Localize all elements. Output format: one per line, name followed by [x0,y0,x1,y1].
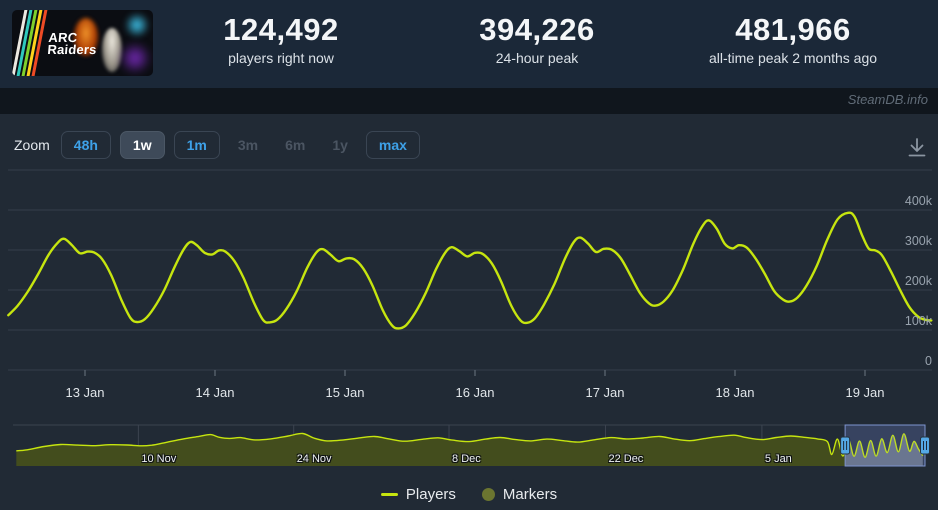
zoom-button-48h[interactable]: 48h [60,131,111,159]
player-count-chart[interactable] [0,114,938,510]
navigator-selection[interactable] [16,425,925,466]
zoom-toolbar: Zoom 48h 1w 1m 3m 6m 1y max [14,131,420,159]
players-now-value: 124,492 [223,12,339,47]
nav-handle-left[interactable] [840,436,851,455]
legend-item-markers[interactable]: Markers [481,486,558,503]
nav-date-label-8 Dec: 8 Dec [452,453,481,465]
x-axis-label-13 Jan: 13 Jan [65,385,105,400]
legend-players-label: Players [405,486,456,503]
stat-players-now: 124,492 players right now [153,0,409,88]
y-axis-label-400k: 400k [904,194,932,208]
steamdb-watermark: SteamDB.info [847,92,928,107]
download-icon [908,138,926,157]
zoom-button-3m: 3m [229,131,267,159]
y-axis-label-100k: 100k [904,314,932,328]
legend-markers-label: Markers [502,486,558,503]
x-axis-label-17 Jan: 17 Jan [585,385,625,400]
nav-date-label-24 Nov: 24 Nov [296,453,332,465]
selection-outline [844,424,926,467]
watermark-band: SteamDB.info [0,88,938,114]
y-axis-label-200k: 200k [904,274,932,288]
players-line-swatch [380,493,398,496]
stat-alltime-peak: 481,966 all-time peak 2 months ago [665,0,921,88]
zoom-label: Zoom [14,137,50,153]
players-now-label: players right now [228,50,334,66]
nav-date-label-10 Nov: 10 Nov [141,453,177,465]
alltime-peak-value: 481,966 [735,12,851,47]
capsule-art-orange-figure [74,18,98,56]
y-axis-label-0: 0 [925,354,932,368]
zoom-button-max[interactable]: max [365,131,420,159]
capsule-art-purple-glow [118,42,152,74]
x-axis-label-16 Jan: 16 Jan [455,385,495,400]
y-axis-label-300k: 300k [904,234,932,248]
stat-24h-peak: 394,226 24-hour peak [409,0,665,88]
x-axis-label-19 Jan: 19 Jan [845,385,885,400]
zoom-button-1y: 1y [323,131,357,159]
players-series-line [7,211,933,330]
capsule-art-astronaut [102,28,122,72]
stats-row: 124,492 players right now 394,226 24-hou… [153,0,921,88]
navigator-area [16,433,923,466]
peak-24h-value: 394,226 [479,12,595,47]
nav-date-label-5 Jan: 5 Jan [764,453,792,465]
nav-handle-right[interactable] [920,436,930,455]
chart-legend: Players Markers [0,486,938,503]
nav-date-label-22 Dec: 22 Dec [608,453,644,465]
x-axis-label-15 Jan: 15 Jan [325,385,365,400]
markers-dot-swatch [481,488,495,501]
chart-panel: Zoom 48h 1w 1m 3m 6m 1y max 0 100k 200k 300k 400k 1… [0,114,938,510]
peak-24h-label: 24-hour peak [495,50,579,66]
legend-item-players[interactable]: Players [380,486,456,503]
alltime-peak-label: all-time peak 2 months ago [708,50,878,66]
game-title: ARC Raiders [46,30,98,57]
game-capsule[interactable]: ARC Raiders [12,10,153,76]
download-chart-button[interactable] [898,134,928,164]
x-axis-label-18 Jan: 18 Jan [715,385,755,400]
capsule-art-blue-glow [124,12,150,38]
stats-header: ARC Raiders 124,492 players right now 39… [0,0,938,88]
zoom-button-6m: 6m [276,131,314,159]
x-axis-label-14 Jan: 14 Jan [195,385,235,400]
zoom-button-1m[interactable]: 1m [173,131,220,159]
zoom-button-1w[interactable]: 1w [119,131,165,159]
zoom-buttons: 48h 1w 1m 3m 6m 1y max [60,131,420,159]
